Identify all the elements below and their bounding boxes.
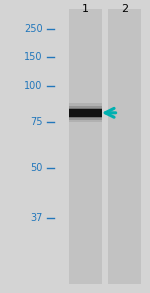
Text: 50: 50 [30,163,43,173]
Bar [69,108,102,118]
Bar [69,109,102,117]
Bar [69,103,102,122]
Text: 250: 250 [24,24,43,34]
Bar [69,9,102,284]
Bar [108,9,141,284]
Text: 37: 37 [30,213,43,223]
Text: 75: 75 [30,117,43,127]
Text: 100: 100 [24,81,43,91]
Bar [69,106,102,120]
Text: 1: 1 [82,4,89,14]
Text: 150: 150 [24,52,43,62]
Text: 2: 2 [121,4,128,14]
